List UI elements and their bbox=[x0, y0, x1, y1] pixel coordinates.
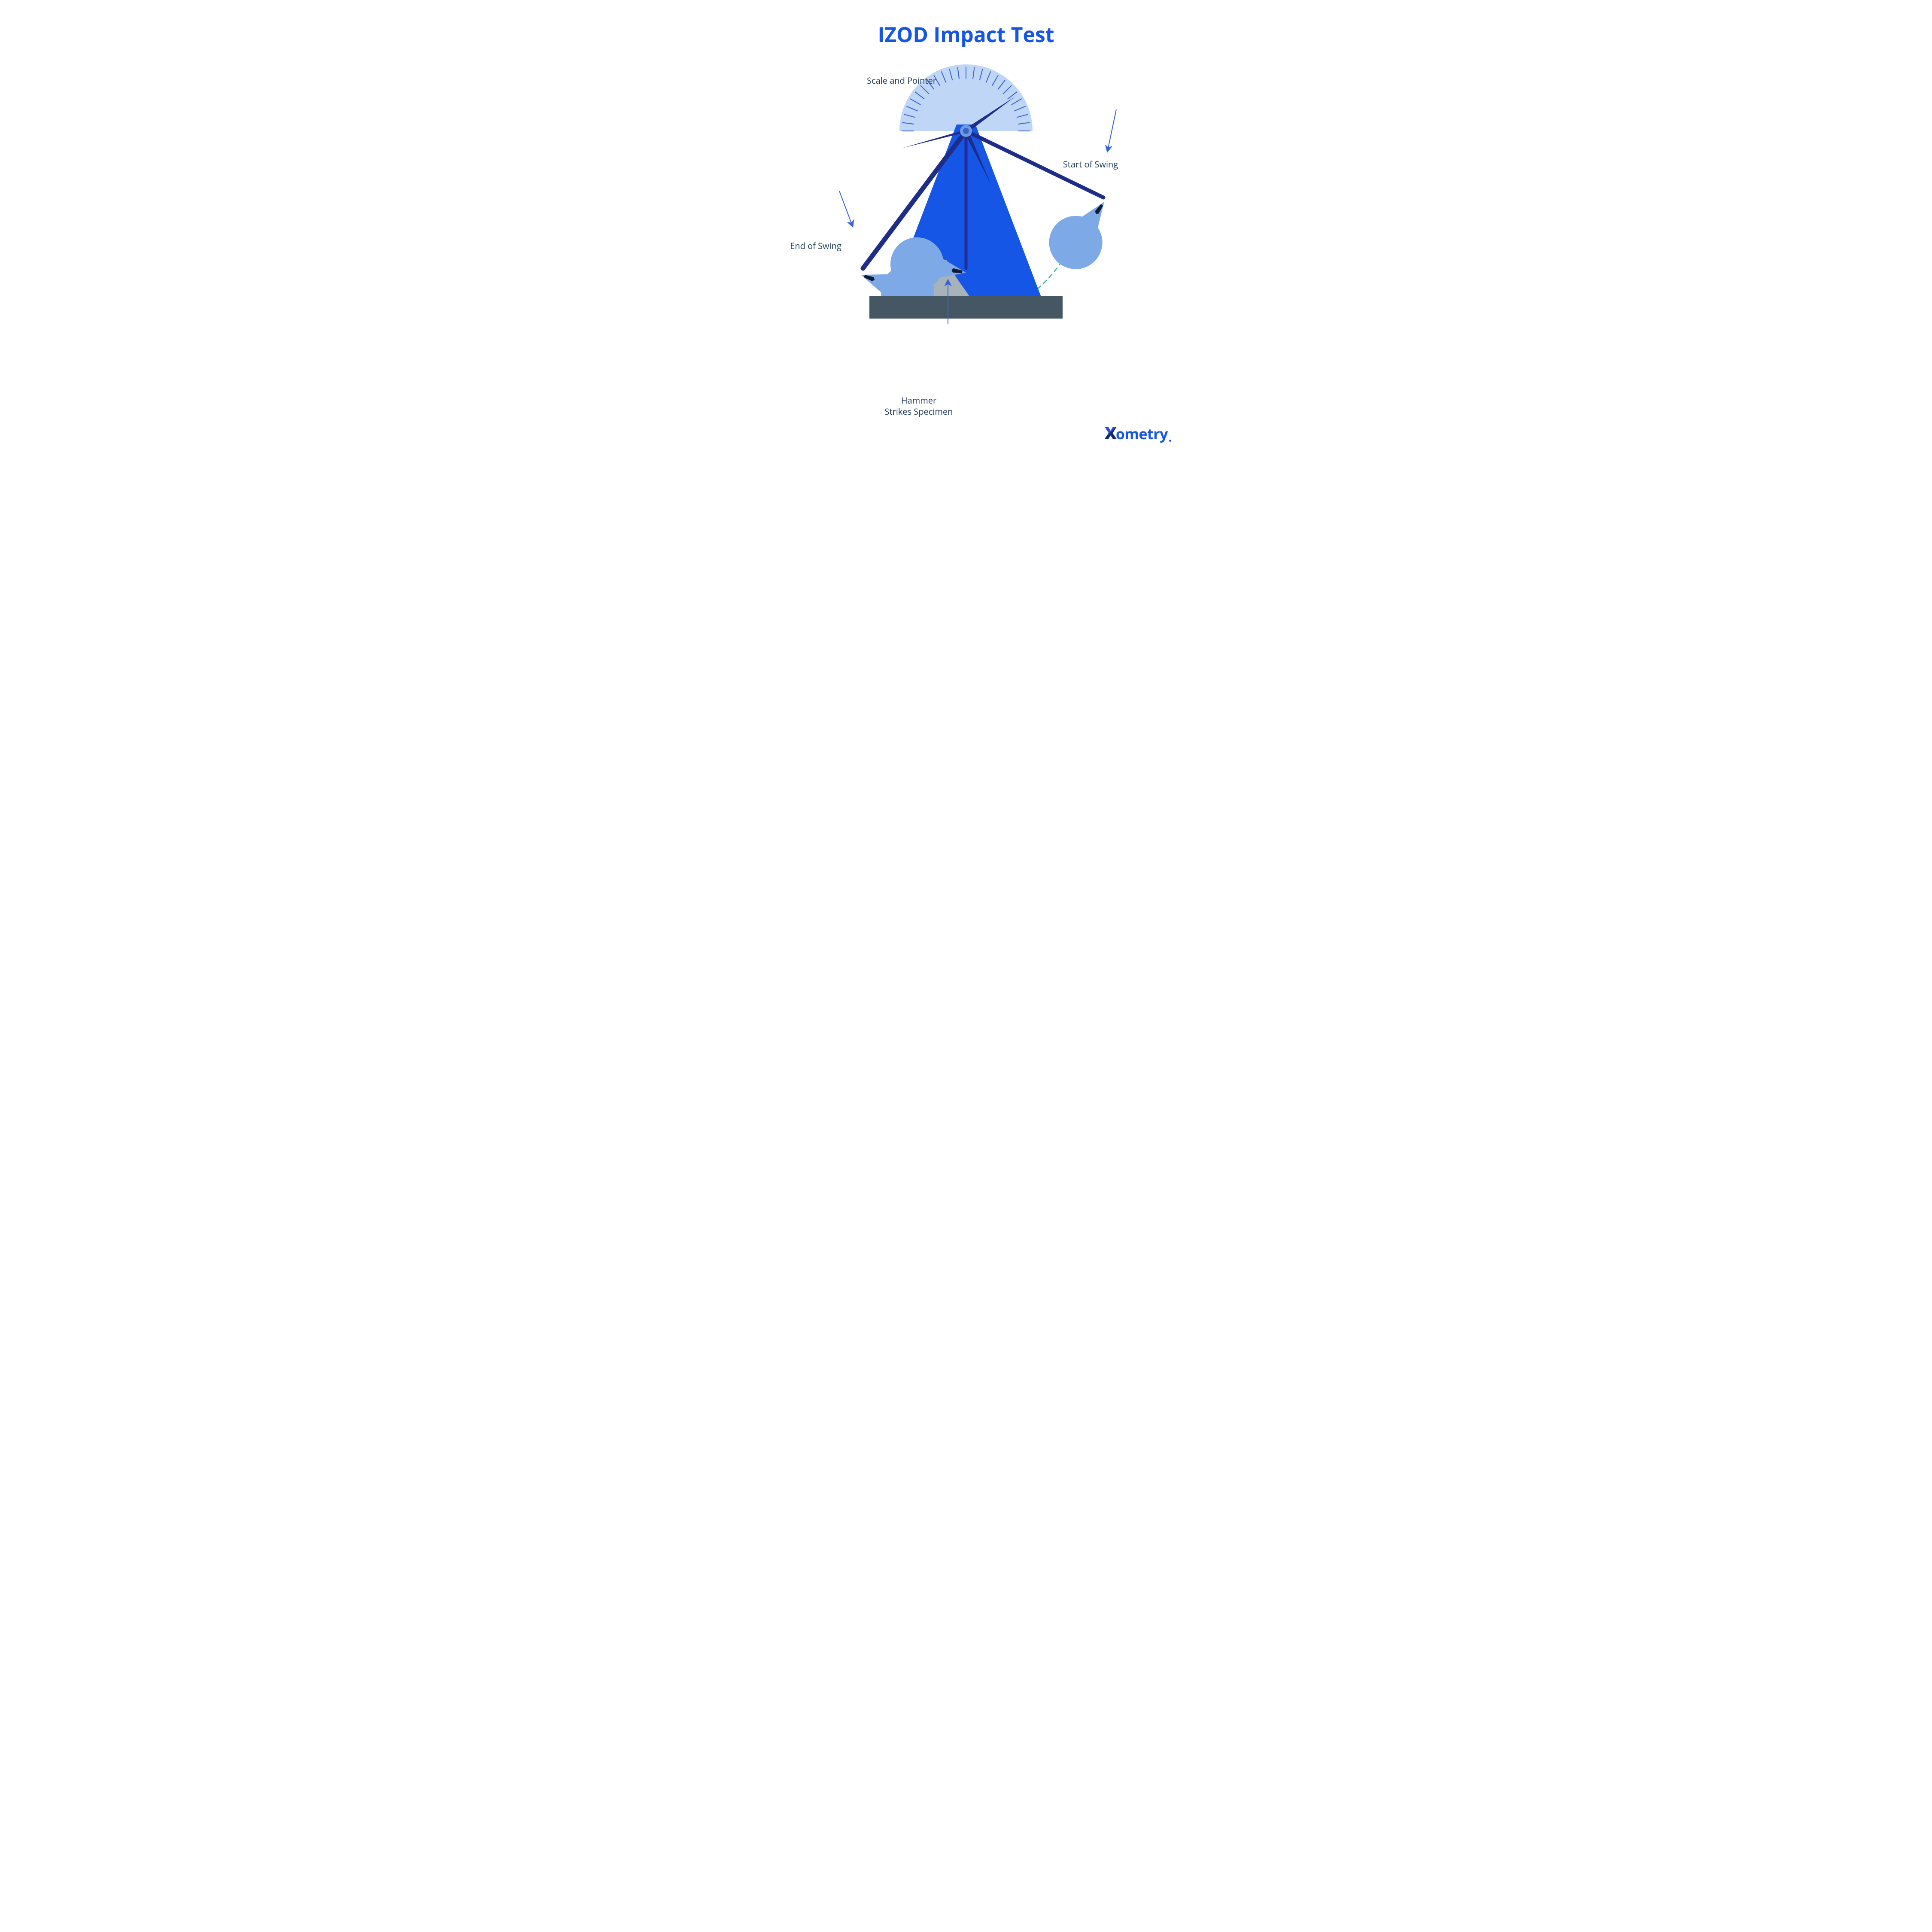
label-start-swing: Start of Swing bbox=[1039, 159, 1142, 170]
label-end-swing: End of Swing bbox=[764, 240, 867, 252]
logo-dot-icon bbox=[1169, 440, 1171, 442]
logo-x-icon: X bbox=[1104, 421, 1116, 444]
page-title: IZOD Impact Test bbox=[734, 21, 1198, 49]
xometry-logo: Xometry bbox=[1104, 421, 1168, 444]
label-scale-pointer: Scale and Pointer bbox=[850, 75, 953, 86]
diagram-canvas: IZOD Impact Test Scale and Pointer Start… bbox=[734, 0, 1198, 464]
label-hammer-strike: Hammer Strikes Specimen bbox=[867, 395, 970, 417]
logo-text: ometry bbox=[1116, 424, 1168, 444]
